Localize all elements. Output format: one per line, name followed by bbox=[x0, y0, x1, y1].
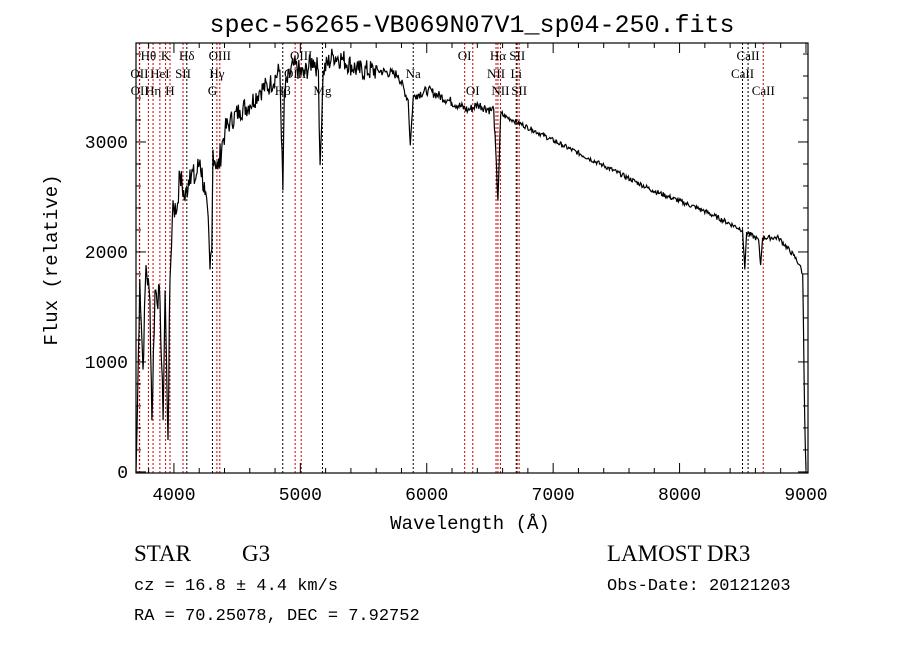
x-tick-label: 9000 bbox=[784, 486, 827, 506]
line-label: NII bbox=[487, 66, 505, 81]
line-label: OII bbox=[131, 83, 149, 98]
line-label: Li bbox=[510, 66, 522, 81]
y-tick-label: 1000 bbox=[85, 354, 128, 374]
line-label: OIII bbox=[209, 48, 231, 63]
line-label: Hθ bbox=[141, 48, 157, 63]
object-subclass: G3 bbox=[242, 541, 270, 566]
x-tick-label: 6000 bbox=[405, 486, 448, 506]
line-label: SII bbox=[175, 66, 191, 81]
object-class: STAR bbox=[134, 541, 192, 566]
line-label: OI bbox=[458, 48, 472, 63]
line-label: SII bbox=[509, 48, 525, 63]
line-label: G bbox=[208, 83, 217, 98]
line-label: NII bbox=[491, 83, 509, 98]
line-label: Na bbox=[406, 66, 421, 81]
redshift-cz: cz = 16.8 ± 4.4 km/s bbox=[134, 577, 338, 596]
x-tick-label: 5000 bbox=[279, 486, 322, 506]
line-label: HeI bbox=[150, 66, 170, 81]
y-tick-label: 3000 bbox=[85, 134, 128, 154]
x-tick-label: 7000 bbox=[532, 486, 575, 506]
y-axis-label: Flux (relative) bbox=[41, 174, 63, 345]
line-label: OI bbox=[466, 83, 480, 98]
y-tick-labels: 0 1000 2000 3000 bbox=[85, 134, 128, 484]
y-tick-label: 2000 bbox=[85, 244, 128, 264]
spectral-line-markers bbox=[138, 43, 764, 473]
x-tick-label: 8000 bbox=[658, 486, 701, 506]
line-label: Hα bbox=[490, 48, 506, 63]
obs-date: Obs-Date: 20121203 bbox=[607, 577, 791, 596]
line-label: SII bbox=[511, 83, 527, 98]
line-label: K bbox=[161, 48, 171, 63]
line-label: CaII bbox=[737, 48, 760, 63]
x-tick-label: 4000 bbox=[152, 486, 195, 506]
survey-name: LAMOST DR3 bbox=[607, 541, 750, 566]
line-label: H bbox=[165, 83, 174, 98]
line-label: OII bbox=[130, 66, 148, 81]
line-label: CaII bbox=[752, 83, 775, 98]
ra-dec: RA = 70.25078, DEC = 7.92752 bbox=[134, 607, 420, 626]
chart-title: spec-56265-VB069N07V1_sp04-250.fits bbox=[209, 11, 734, 40]
line-label: Hβ bbox=[275, 83, 291, 98]
axis-ticks bbox=[136, 43, 808, 473]
x-axis-label: Wavelength (Å) bbox=[390, 513, 550, 535]
x-tick-labels: 4000 5000 6000 7000 8000 9000 bbox=[152, 486, 827, 506]
flux-series-line bbox=[135, 48, 807, 472]
line-label: Hδ bbox=[179, 48, 195, 63]
line-label: Hη bbox=[145, 83, 161, 98]
line-label: CaII bbox=[731, 66, 754, 81]
plot-frame bbox=[135, 42, 809, 474]
line-label: Hγ bbox=[209, 66, 224, 81]
y-tick-label: 0 bbox=[117, 464, 128, 484]
